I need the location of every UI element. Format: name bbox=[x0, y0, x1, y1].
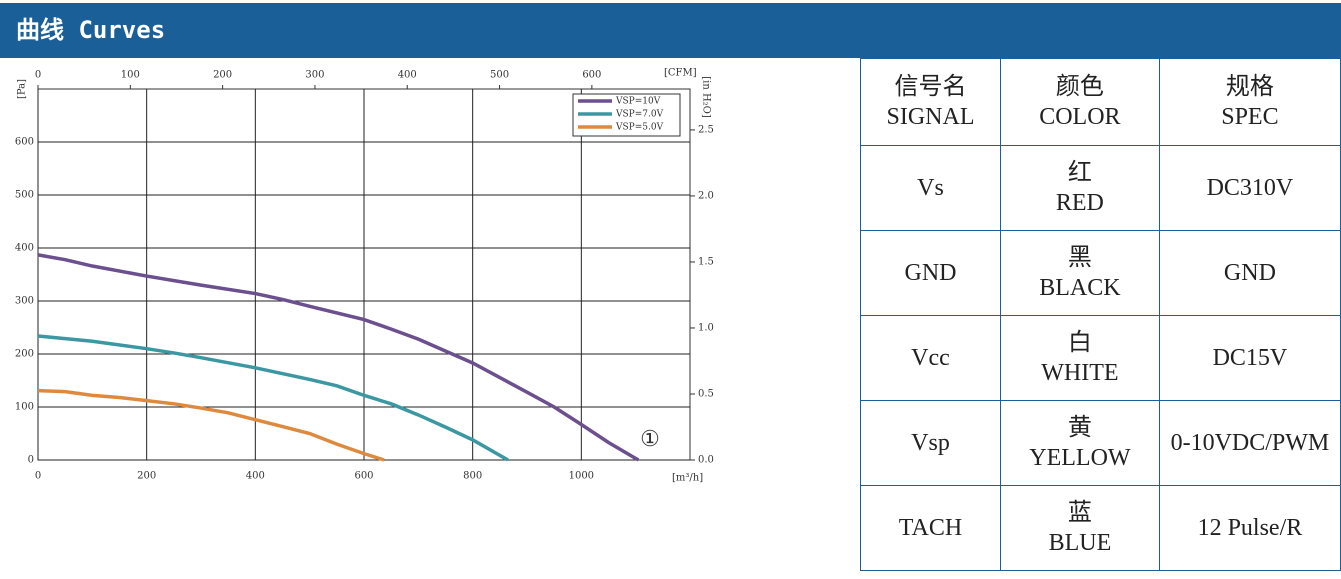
table-row: Vs 红 RED DC310V bbox=[860, 145, 1341, 231]
x-tick-label: 800 bbox=[463, 471, 482, 482]
table-cell: 0-10VDC/PWM bbox=[1158, 400, 1341, 486]
table-row: TACH 蓝 BLUE 12 Pulse/R bbox=[860, 485, 1341, 571]
cell-text: 信号名 bbox=[894, 74, 967, 100]
table-cell: 红 RED bbox=[999, 145, 1160, 231]
y2-tick-label: 1.0 bbox=[698, 322, 714, 333]
table-cell: 白 WHITE bbox=[999, 315, 1160, 401]
y-tick-label: 300 bbox=[15, 296, 34, 307]
cell-text: WHITE bbox=[1041, 360, 1119, 386]
cell-text: SPEC bbox=[1221, 104, 1279, 130]
header-title: 曲线 Curves bbox=[0, 3, 1341, 58]
y-tick-label: 600 bbox=[15, 137, 34, 148]
table-row: GND 黑 BLACK GND bbox=[860, 230, 1341, 316]
table-cell: 规格 SPEC bbox=[1158, 58, 1341, 146]
x2-tick-label: 100 bbox=[121, 70, 140, 81]
y-tick-label: 200 bbox=[15, 349, 34, 360]
y-tick-label: 400 bbox=[15, 243, 34, 254]
table-cell: DC310V bbox=[1158, 145, 1341, 231]
y-tick-label: 500 bbox=[15, 190, 34, 201]
x-tick-label: 1000 bbox=[569, 471, 594, 482]
y-tick-label: 0 bbox=[28, 455, 34, 466]
cell-text: YELLOW bbox=[1029, 445, 1131, 471]
x2-axis-label: [CFM] bbox=[664, 68, 697, 79]
y2-tick-label: 2.5 bbox=[698, 124, 714, 135]
x2-tick-label: 0 bbox=[35, 70, 41, 81]
cell-text: BLUE bbox=[1048, 530, 1112, 556]
table-cell: 颜色 COLOR bbox=[999, 58, 1160, 146]
cell-text: Vcc bbox=[911, 345, 950, 371]
y-tick-label: 100 bbox=[15, 402, 34, 413]
cell-text: 颜色 bbox=[1055, 74, 1104, 100]
table-cell: 黑 BLACK bbox=[999, 230, 1160, 316]
x-tick-label: 200 bbox=[137, 471, 156, 482]
cell-text: TACH bbox=[898, 515, 963, 541]
table-cell: TACH bbox=[860, 485, 1001, 571]
cell-text: 红 bbox=[1067, 160, 1092, 186]
y-axis-label: [Pa] bbox=[17, 79, 28, 99]
chart: 0 200 400 600 800 1000 0 100 200 300 400 500 600 0 100… bbox=[15, 68, 714, 484]
series-line bbox=[37, 253, 640, 462]
table-row: Vcc 白 WHITE DC15V bbox=[860, 315, 1341, 401]
table-cell: 信号名 SIGNAL bbox=[860, 58, 1001, 146]
curve-annotation: ① bbox=[640, 427, 660, 452]
y2-tick-label: 0.5 bbox=[698, 388, 714, 399]
table-cell: GND bbox=[1158, 230, 1341, 316]
x2-tick-label: 400 bbox=[398, 70, 417, 81]
header-row: 信号名 SIGNAL 颜色 COLOR 规格 SPEC bbox=[860, 58, 1341, 146]
legend-label: VSP=7.0V bbox=[615, 110, 664, 120]
y2-tick-label: 2.0 bbox=[698, 190, 714, 201]
table-cell: Vs bbox=[860, 145, 1001, 231]
cell-text: 12 Pulse/R bbox=[1197, 515, 1303, 541]
cell-text: 规格 bbox=[1225, 74, 1274, 100]
series-line bbox=[37, 334, 509, 462]
cell-text: 蓝 bbox=[1067, 500, 1092, 526]
table-cell: 蓝 BLUE bbox=[999, 485, 1160, 571]
y2-axis-label: [in H₂O] bbox=[701, 76, 712, 118]
cell-text: BLACK bbox=[1039, 275, 1121, 301]
x-axis-label: [m³/h] bbox=[672, 473, 703, 484]
cell-text: 白 bbox=[1067, 330, 1092, 356]
cell-text: DC310V bbox=[1206, 175, 1294, 201]
signal-table: 信号名 SIGNAL 颜色 COLOR 规格 SPEC Vs 红 RED DC310V GND 黑 BL… bbox=[860, 58, 1341, 571]
x2-tick-label: 300 bbox=[305, 70, 324, 81]
x2-tick-label: 500 bbox=[490, 70, 509, 81]
x2-tick-label: 600 bbox=[582, 70, 601, 81]
x2-tick-label: 200 bbox=[213, 70, 232, 81]
cell-text: 黄 bbox=[1067, 415, 1092, 441]
table-cell: Vcc bbox=[860, 315, 1001, 401]
cell-text: 黑 bbox=[1067, 245, 1092, 271]
cell-text: DC15V bbox=[1212, 345, 1288, 371]
cell-text: Vsp bbox=[911, 430, 950, 456]
cell-text: Vs bbox=[917, 175, 944, 201]
x-tick-label: 400 bbox=[246, 471, 265, 482]
legend-label: VSP=5.0V bbox=[615, 123, 664, 133]
cell-text: COLOR bbox=[1039, 104, 1121, 130]
legend-label: VSP=10V bbox=[615, 97, 661, 107]
cell-text: RED bbox=[1055, 190, 1104, 216]
table-cell: 黄 YELLOW bbox=[999, 400, 1160, 486]
cell-text: GND bbox=[1223, 260, 1276, 286]
cell-text: GND bbox=[904, 260, 957, 286]
x-tick-label: 0 bbox=[35, 471, 41, 482]
cell-text: 0-10VDC/PWM bbox=[1170, 430, 1330, 456]
cell-text: SIGNAL bbox=[886, 104, 975, 130]
table-row: Vsp 黄 YELLOW 0-10VDC/PWM bbox=[860, 400, 1341, 486]
table-cell: 12 Pulse/R bbox=[1158, 485, 1341, 571]
table-cell: Vsp bbox=[860, 400, 1001, 486]
x-tick-label: 600 bbox=[354, 471, 373, 482]
y2-tick-label: 0.0 bbox=[698, 455, 714, 466]
series-line bbox=[37, 388, 385, 462]
table-cell: GND bbox=[860, 230, 1001, 316]
table-cell: DC15V bbox=[1158, 315, 1341, 401]
y2-tick-label: 1.5 bbox=[698, 256, 714, 267]
